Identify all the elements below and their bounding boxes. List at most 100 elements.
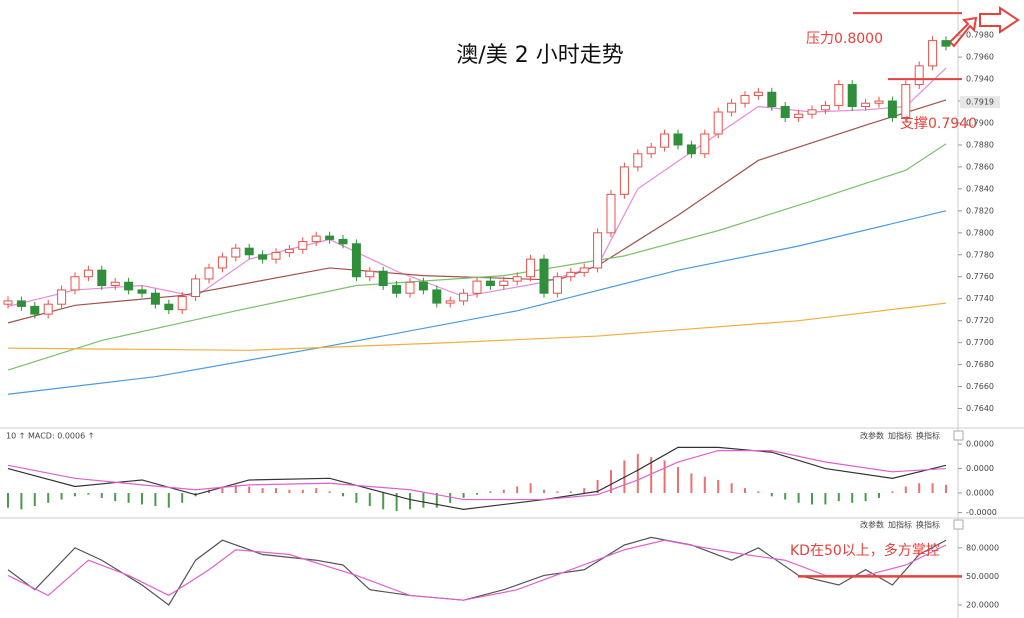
y-tick-label: 80.0000 — [966, 543, 999, 552]
candle-body — [298, 241, 308, 250]
candle-body — [512, 276, 522, 282]
candle-body — [660, 133, 670, 148]
y-tick-label: 0.7740 — [966, 294, 994, 303]
indicator-button[interactable]: 改参数 — [860, 431, 884, 441]
candle-body — [284, 248, 294, 254]
candle-body — [43, 303, 53, 315]
y-tick-label: 0.0000 — [966, 440, 994, 449]
candle-body — [124, 281, 134, 291]
candle-body — [740, 95, 750, 104]
candle-body — [727, 102, 737, 113]
arrow-icon — [979, 6, 1020, 34]
y-tick-label: 0.7700 — [966, 338, 994, 347]
indicator-button[interactable]: 换指标 — [916, 431, 940, 441]
annotation: KD在50以上，多方掌控 — [790, 542, 940, 559]
y-tick-label: 0.7640 — [966, 404, 994, 413]
candle-body — [861, 102, 871, 108]
y-tick-label: 0.7880 — [966, 140, 994, 149]
candle-body — [579, 267, 589, 273]
candle-body — [338, 238, 348, 245]
candle-body — [164, 303, 174, 311]
candle-body — [700, 133, 710, 155]
y-tick-label: 0.7720 — [966, 316, 994, 325]
last-price-label: 0.7919 — [966, 98, 994, 107]
candle-body — [204, 267, 214, 280]
candle-body — [378, 270, 388, 287]
candle-body — [177, 296, 187, 311]
candle-body — [619, 166, 629, 195]
annotation: 支撑0.7940 — [900, 116, 977, 132]
close-button[interactable] — [953, 519, 964, 530]
candle-body — [30, 305, 40, 315]
y-tick-label: 0.7940 — [966, 75, 994, 84]
candle-body — [459, 292, 469, 302]
candle-body — [16, 300, 26, 307]
indicator-line — [7, 450, 947, 501]
candle-body — [137, 289, 147, 294]
y-tick-label: 50.0000 — [966, 572, 999, 581]
candle-body — [70, 276, 80, 291]
candle-body — [914, 65, 924, 86]
y-tick-label: 20.0000 — [966, 600, 999, 609]
y-tick-label: 0.0000 — [966, 489, 994, 498]
candle-body — [110, 281, 120, 287]
candle-body — [593, 232, 603, 269]
y-tick-label: -0.0000 — [966, 508, 997, 517]
candle-body — [325, 235, 335, 240]
candle-body — [392, 285, 402, 294]
candle-body — [794, 113, 804, 119]
indicator-button[interactable]: 换指标 — [916, 520, 940, 530]
candle-body — [606, 193, 616, 234]
candle-body — [887, 100, 897, 119]
candle-body — [526, 258, 536, 278]
y-tick-label: 0.7980 — [966, 31, 994, 40]
candle-body — [499, 280, 509, 287]
candle-body — [217, 256, 227, 269]
indicator-line — [7, 539, 947, 601]
y-tick-label: 0.7820 — [966, 206, 994, 215]
candle-body — [485, 280, 495, 287]
candle-body — [445, 300, 455, 304]
candle-body — [365, 270, 375, 278]
candle-body — [941, 40, 951, 47]
candle-body — [874, 100, 884, 104]
y-tick-label: 0.7760 — [966, 272, 994, 281]
y-tick-label: 0.7680 — [966, 360, 994, 369]
candle-body — [3, 300, 13, 305]
indicator-line — [7, 210, 947, 395]
candle-body — [311, 235, 321, 243]
candle-body — [472, 280, 482, 294]
candle-body — [83, 269, 93, 278]
y-tick-label: 0.7660 — [966, 382, 994, 391]
indicator-line — [7, 302, 947, 351]
indicator-button[interactable]: 加指标 — [888, 520, 912, 530]
y-tick-label: 0.7860 — [966, 162, 994, 171]
candle-body — [57, 289, 67, 305]
candle-body — [97, 269, 107, 287]
candle-body — [191, 278, 201, 298]
indicator-line — [7, 536, 947, 606]
y-tick-label: 0.7780 — [966, 250, 994, 259]
candle-body — [713, 111, 723, 135]
y-tick-label: 0.7800 — [966, 228, 994, 237]
candle-body — [539, 258, 549, 294]
annotation: 压力0.8000 — [806, 31, 883, 47]
candle-body — [807, 109, 817, 115]
candle-body — [767, 91, 777, 108]
candle-body — [928, 40, 938, 67]
indicator-button[interactable]: 加指标 — [888, 431, 912, 441]
candle-body — [673, 133, 683, 146]
candle-body — [258, 254, 268, 260]
candle-body — [646, 146, 656, 155]
candle-body — [566, 271, 576, 278]
candle-body — [418, 281, 428, 291]
candle-body — [271, 252, 281, 260]
y-tick-label: 0.0000 — [966, 464, 994, 473]
candle-body — [686, 144, 696, 155]
close-button[interactable] — [953, 430, 964, 441]
indicator-button[interactable]: 改参数 — [860, 520, 884, 530]
candle-body — [847, 84, 857, 108]
candle-body — [432, 289, 442, 304]
